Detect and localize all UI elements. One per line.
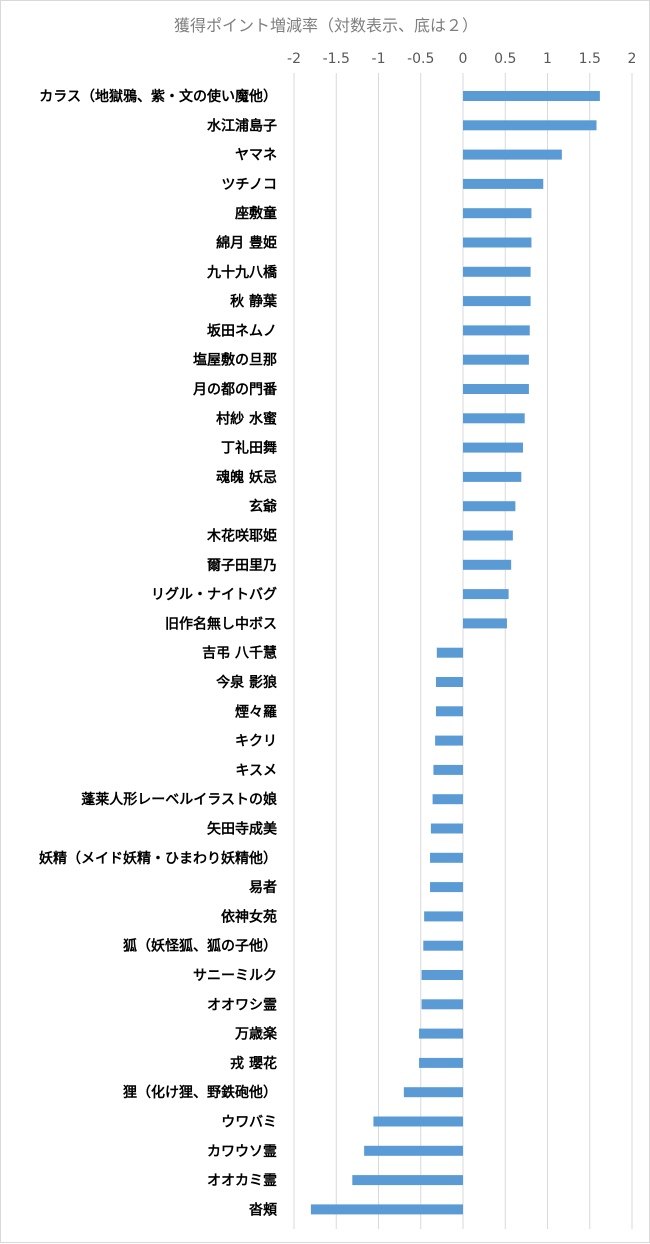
category-label: オオワシ霊 (207, 996, 277, 1013)
category-label: 吉弔 八千慧 (202, 645, 277, 662)
category-label: 蓬莱人形レーベルイラストの娘 (81, 791, 278, 808)
category-label: 玄爺 (249, 498, 278, 515)
category-label: 旧作名無し中ボス (165, 615, 277, 632)
bar (435, 677, 463, 687)
x-tick-label: -0.5 (407, 51, 434, 67)
category-label: 沓頬 (248, 1201, 278, 1218)
category-label: ヤマネ (235, 148, 277, 164)
bar (463, 501, 516, 512)
category-label: 木花咲耶姫 (206, 528, 277, 545)
x-tick-label: 2 (628, 51, 637, 67)
category-label: 万歳楽 (234, 1026, 278, 1043)
bar (435, 706, 463, 717)
category-label: 戎 瓔花 (230, 1055, 277, 1072)
bar (463, 178, 544, 189)
bar (423, 940, 463, 951)
bar (430, 852, 463, 863)
x-tick-label: 1 (543, 51, 552, 67)
x-axis-ticks: -2 -1.5 -1 -0.5 0 0.5 1 1.5 2 (287, 51, 636, 67)
bar (463, 208, 532, 219)
bar (436, 647, 463, 658)
bar (463, 354, 529, 365)
category-label: サニーミルク (193, 968, 277, 984)
bar (424, 911, 463, 922)
bar (430, 823, 463, 834)
category-label: 爾子田里乃 (206, 558, 277, 574)
bar (421, 970, 463, 980)
category-label: 妖精（メイド妖精・ひまわり妖精他） (39, 850, 277, 867)
x-tick-label: -1.5 (323, 51, 350, 67)
bar (463, 120, 597, 131)
x-tick-label: -2 (287, 51, 301, 67)
x-tick-label: -1 (372, 51, 386, 67)
category-label: 依神女苑 (221, 908, 277, 925)
bar (421, 999, 463, 1010)
bar (310, 1204, 463, 1215)
category-label: ツチノコ (221, 177, 277, 193)
bar (364, 1145, 463, 1156)
bar (352, 1175, 463, 1186)
bar (433, 764, 463, 775)
category-label: カラス（地獄鴉、紫・文の使い魔他） (39, 88, 277, 105)
category-label: 綿月 豊姫 (216, 235, 277, 252)
category-label: 村紗 水蜜 (216, 410, 277, 427)
bar (430, 882, 463, 893)
category-label: 魂魄 妖忌 (216, 469, 277, 486)
bar (419, 1057, 463, 1068)
bar (463, 237, 532, 248)
category-label: ウワバミ (221, 1115, 277, 1131)
category-label: 丁礼田舞 (221, 440, 277, 457)
category-label: キスメ (235, 763, 277, 779)
category-label: 坂田ネムノ (207, 322, 277, 339)
bar (373, 1116, 463, 1127)
bar (463, 589, 509, 600)
category-label: オオカミ霊 (207, 1172, 277, 1189)
category-label: 狐（妖怪狐、狐の子他） (123, 938, 277, 955)
category-label: 水江浦島子 (207, 117, 277, 134)
bars (310, 91, 600, 1215)
bar (463, 559, 512, 570)
category-label: 座敷童 (235, 205, 277, 222)
category-label: 狸（化け狸、野鉄砲他） (122, 1084, 277, 1101)
bar (432, 794, 463, 805)
bar (463, 325, 530, 336)
bar (419, 1028, 463, 1039)
bar (435, 735, 463, 746)
bar (463, 471, 522, 482)
bar (463, 413, 525, 424)
category-label: 塩屋敷の旦那 (193, 352, 277, 369)
category-label: キクリ (235, 734, 277, 750)
category-label: リグル・ナイトバグ (151, 586, 277, 603)
bar (463, 384, 529, 394)
category-label: 今泉 影狼 (215, 674, 278, 691)
category-label: カワウソ霊 (207, 1143, 277, 1160)
bar (463, 442, 523, 453)
category-label: 易者 (249, 880, 277, 896)
x-tick-label: 0 (459, 51, 468, 67)
bar (463, 149, 562, 160)
bar (463, 91, 600, 101)
category-label: 九十九八橋 (206, 264, 278, 281)
bar (403, 1087, 463, 1098)
bar (463, 618, 507, 629)
x-tick-label: 1.5 (579, 51, 601, 67)
category-label: 秋 静葉 (230, 293, 278, 310)
bar (463, 296, 531, 307)
category-label: 矢田寺成美 (207, 821, 278, 838)
category-label: 煙々羅 (235, 703, 277, 720)
category-label: 月の都の門番 (192, 381, 278, 398)
x-tick-label: 0.5 (494, 51, 516, 67)
chart-title: 獲得ポイント増減率（対数表示、底は２） (174, 16, 478, 35)
bar (463, 266, 531, 277)
bar (463, 530, 513, 541)
